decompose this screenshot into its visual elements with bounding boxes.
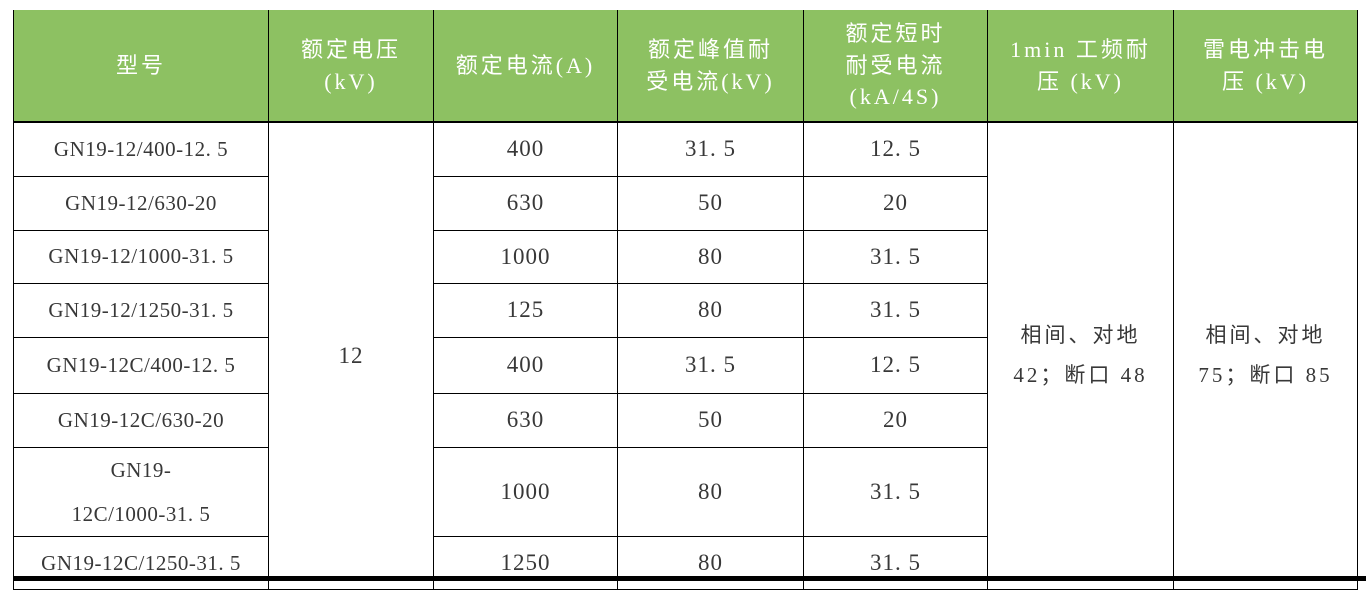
table-row: GN19-12C/400-12. 5 400 31. 5 12. 5 bbox=[13, 336, 1358, 394]
header-row: 型号 额定电压 (kV) 额定电流(A) 额定峰值耐 受电流(kV) 额定短时 … bbox=[13, 10, 1358, 123]
cell-rated-current: 1250 bbox=[433, 535, 618, 590]
cell-model: GN19-12C/1250-31. 5 bbox=[13, 535, 269, 590]
cell-peak-withstand: 50 bbox=[617, 392, 804, 448]
cell-short-time-withstand: 31. 5 bbox=[803, 535, 988, 590]
cell-short-time-withstand: 20 bbox=[803, 175, 988, 231]
cell-rated-current: 630 bbox=[433, 175, 618, 231]
cell-rated-current: 1000 bbox=[433, 446, 618, 537]
cell-peak-withstand: 80 bbox=[617, 446, 804, 537]
table-row: GN19- 12C/1000-31. 5 1000 80 31. 5 bbox=[13, 446, 1358, 537]
cell-peak-withstand: 80 bbox=[617, 535, 804, 590]
cell-short-time-withstand: 12. 5 bbox=[803, 336, 988, 394]
table-bottom-rule bbox=[13, 576, 1366, 581]
cell-peak-withstand: 31. 5 bbox=[617, 121, 804, 177]
cell-peak-withstand: 80 bbox=[617, 229, 804, 284]
cell-peak-withstand: 50 bbox=[617, 175, 804, 231]
spec-table: 型号 额定电压 (kV) 额定电流(A) 额定峰值耐 受电流(kV) 额定短时 … bbox=[13, 10, 1358, 590]
header-cell-rated-voltage: 额定电压 (kV) bbox=[268, 10, 434, 123]
cell-short-time-withstand: 20 bbox=[803, 392, 988, 448]
header-cell-peak-withstand: 额定峰值耐 受电流(kV) bbox=[617, 10, 804, 123]
cell-model: GN19- 12C/1000-31. 5 bbox=[13, 446, 269, 537]
cell-model: GN19-12/630-20 bbox=[13, 175, 269, 231]
cell-peak-withstand: 31. 5 bbox=[617, 336, 804, 394]
cell-peak-withstand: 80 bbox=[617, 282, 804, 338]
cell-short-time-withstand: 31. 5 bbox=[803, 229, 988, 284]
header-cell-lightning-impulse: 雷电冲击电 压 (kV) bbox=[1173, 10, 1358, 123]
cell-rated-current: 630 bbox=[433, 392, 618, 448]
cell-model: GN19-12C/400-12. 5 bbox=[13, 336, 269, 394]
cell-model: GN19-12/400-12. 5 bbox=[13, 121, 269, 177]
cell-model: GN19-12/1250-31. 5 bbox=[13, 282, 269, 338]
table-row: GN19-12/400-12. 5 12 400 31. 5 12. 5 相间、… bbox=[13, 121, 1358, 590]
cell-model: GN19-12/1000-31. 5 bbox=[13, 229, 269, 284]
header-cell-model: 型号 bbox=[13, 10, 269, 123]
cell-rated-current: 400 bbox=[433, 336, 618, 394]
cell-short-time-withstand: 31. 5 bbox=[803, 446, 988, 537]
cell-short-time-withstand: 31. 5 bbox=[803, 282, 988, 338]
cell-rated-voltage: 12 bbox=[268, 121, 434, 590]
cell-short-time-withstand: 12. 5 bbox=[803, 121, 988, 177]
header-cell-power-freq-withstand: 1min 工频耐 压 (kV) bbox=[987, 10, 1174, 123]
cell-rated-current: 400 bbox=[433, 121, 618, 177]
cell-rated-current: 125 bbox=[433, 282, 618, 338]
cell-model: GN19-12C/630-20 bbox=[13, 392, 269, 448]
cell-rated-current: 1000 bbox=[433, 229, 618, 284]
cell-lightning-impulse: 相间、对地 75；断口 85 bbox=[1173, 121, 1358, 590]
table-row: GN19-12C/630-20 630 50 20 bbox=[13, 392, 1358, 448]
cell-power-freq-withstand: 相间、对地 42；断口 48 bbox=[987, 121, 1174, 590]
header-cell-rated-current: 额定电流(A) bbox=[433, 10, 618, 123]
header-cell-short-time-withstand: 额定短时 耐受电流 (kA/4S) bbox=[803, 10, 988, 123]
